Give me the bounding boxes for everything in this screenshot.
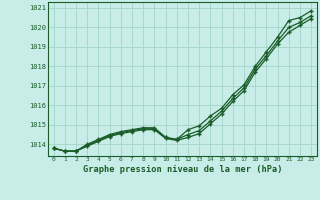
X-axis label: Graphe pression niveau de la mer (hPa): Graphe pression niveau de la mer (hPa) (83, 165, 282, 174)
